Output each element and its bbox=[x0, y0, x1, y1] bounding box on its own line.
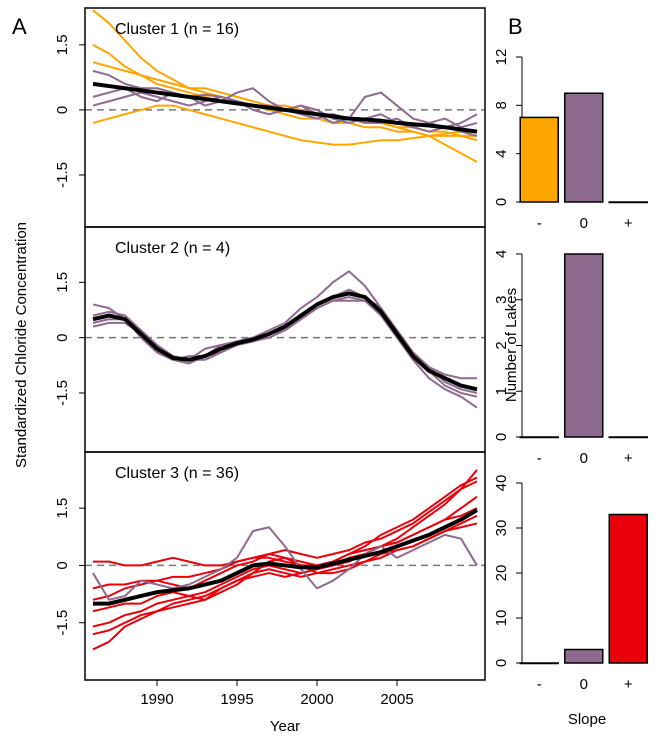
data-line bbox=[92, 514, 478, 636]
bar bbox=[564, 92, 604, 203]
x-axis-label: Slope bbox=[568, 711, 606, 728]
y-axis-label: Number of Lakes bbox=[503, 288, 520, 402]
x-tick-label: 0 bbox=[580, 215, 588, 232]
y-tick-label: 1.5 bbox=[54, 498, 71, 519]
y-axis-label: Standardized Chloride Concentration bbox=[13, 222, 30, 468]
panel-label: A bbox=[12, 14, 27, 39]
data-line bbox=[93, 508, 479, 606]
data-line bbox=[92, 469, 478, 628]
y-tick-label: 20 bbox=[493, 565, 510, 582]
y-tick-label: -1.5 bbox=[54, 380, 71, 406]
bar bbox=[519, 662, 559, 665]
y-tick-label: 0 bbox=[54, 561, 71, 569]
data-line bbox=[92, 526, 478, 601]
bar bbox=[564, 648, 604, 664]
y-tick-label: 0 bbox=[493, 659, 510, 667]
data-line bbox=[92, 480, 478, 601]
y-tick-label: 12 bbox=[493, 49, 510, 66]
y-tick-label: -1.5 bbox=[54, 610, 71, 636]
x-tick-label: - bbox=[537, 450, 542, 467]
bar bbox=[564, 253, 604, 438]
y-tick-label: 30 bbox=[493, 520, 510, 537]
x-tick-label: - bbox=[537, 676, 542, 693]
bar bbox=[519, 116, 559, 203]
data-line bbox=[92, 288, 478, 398]
panel-title: Cluster 3 (n = 36) bbox=[115, 465, 239, 482]
x-tick-label: + bbox=[624, 215, 633, 232]
x-tick-label: 2000 bbox=[300, 691, 333, 708]
x-tick-label: + bbox=[624, 676, 633, 693]
panel-label: B bbox=[508, 14, 523, 39]
y-tick-label: 3 bbox=[493, 296, 510, 304]
y-tick-label: -1.5 bbox=[54, 162, 71, 188]
data-line bbox=[92, 104, 477, 146]
bar bbox=[608, 513, 648, 664]
y-tick-label: 1.5 bbox=[54, 34, 71, 55]
x-tick-label: + bbox=[624, 450, 633, 467]
y-tick-label: 4 bbox=[493, 250, 510, 258]
y-tick-label: 0 bbox=[493, 198, 510, 206]
bar bbox=[519, 436, 559, 439]
panel-title: Cluster 2 (n = 4) bbox=[115, 240, 230, 257]
data-line bbox=[92, 296, 478, 409]
y-tick-label: 8 bbox=[493, 101, 510, 109]
y-tick-label: 0 bbox=[54, 106, 71, 114]
data-line bbox=[92, 81, 478, 134]
y-tick-label: 0 bbox=[493, 433, 510, 441]
data-line bbox=[92, 291, 478, 392]
y-tick-label: 2 bbox=[493, 341, 510, 349]
x-axis-label: Year bbox=[270, 718, 300, 735]
x-tick-label: 1995 bbox=[220, 691, 253, 708]
x-tick-label: - bbox=[537, 215, 542, 232]
y-tick-label: 1 bbox=[493, 387, 510, 395]
x-tick-label: 0 bbox=[580, 676, 588, 693]
panel-title: Cluster 1 (n = 16) bbox=[115, 21, 239, 38]
data-line bbox=[92, 476, 478, 590]
data-line bbox=[92, 43, 478, 163]
bar bbox=[608, 436, 648, 439]
x-tick-label: 2005 bbox=[380, 691, 413, 708]
y-tick-label: 40 bbox=[493, 475, 510, 492]
x-tick-label: 0 bbox=[580, 450, 588, 467]
bar bbox=[608, 201, 648, 204]
y-tick-label: 4 bbox=[493, 149, 510, 157]
plot-frame bbox=[84, 7, 486, 228]
y-tick-label: 0 bbox=[54, 333, 71, 341]
plot-frame bbox=[84, 451, 486, 681]
y-tick-label: 1.5 bbox=[54, 272, 71, 293]
y-tick-label: 10 bbox=[493, 610, 510, 627]
x-tick-label: 1990 bbox=[140, 691, 173, 708]
